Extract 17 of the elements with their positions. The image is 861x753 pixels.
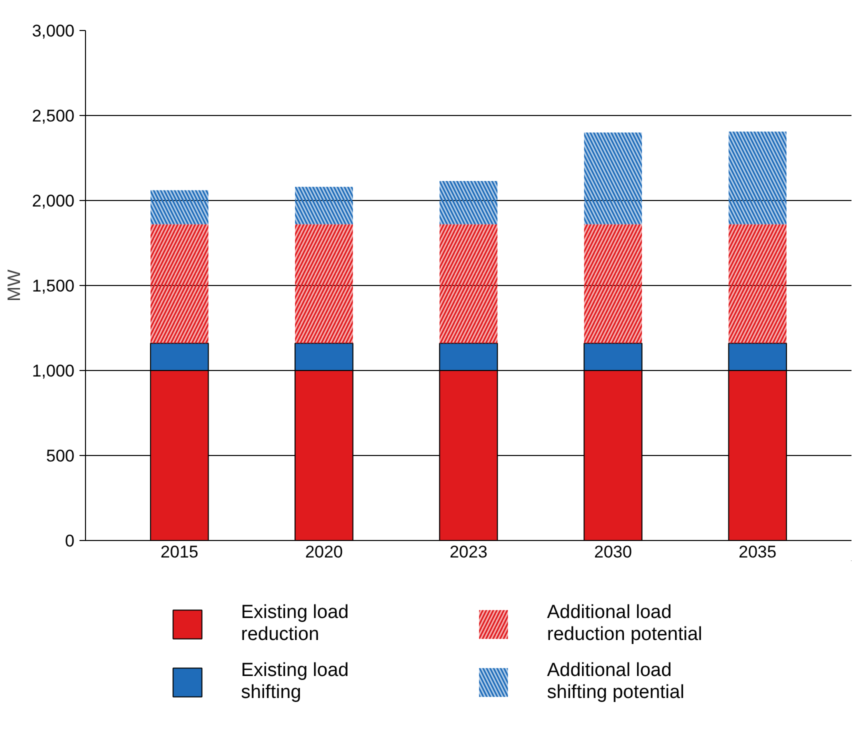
y-axis-title: MW bbox=[4, 270, 24, 302]
legend-label: Additional load shifting potential bbox=[547, 660, 686, 704]
y-tick-label: 1,500 bbox=[32, 276, 75, 296]
x-tick-label: 2035 bbox=[738, 542, 776, 562]
y-tick-label: 1,000 bbox=[32, 362, 75, 380]
x-tick-label: 2020 bbox=[305, 542, 343, 562]
y-tick-label: 0 bbox=[65, 532, 75, 550]
x-tick-label: 2015 bbox=[160, 542, 198, 562]
y-tick-label: 2,500 bbox=[32, 106, 75, 126]
legend-label: Existing load shifting bbox=[241, 660, 350, 704]
x-tick-label: 2030 bbox=[594, 542, 632, 562]
legend-label: Additional load reduction potential bbox=[547, 602, 704, 646]
y-tick-label: 2,000 bbox=[32, 192, 75, 210]
x-tick-label: 2023 bbox=[450, 542, 488, 562]
y-tick-label: 500 bbox=[46, 446, 75, 466]
y-tick-label: 3,000 bbox=[32, 22, 75, 40]
legend-label: Existing load reduction bbox=[241, 602, 350, 646]
